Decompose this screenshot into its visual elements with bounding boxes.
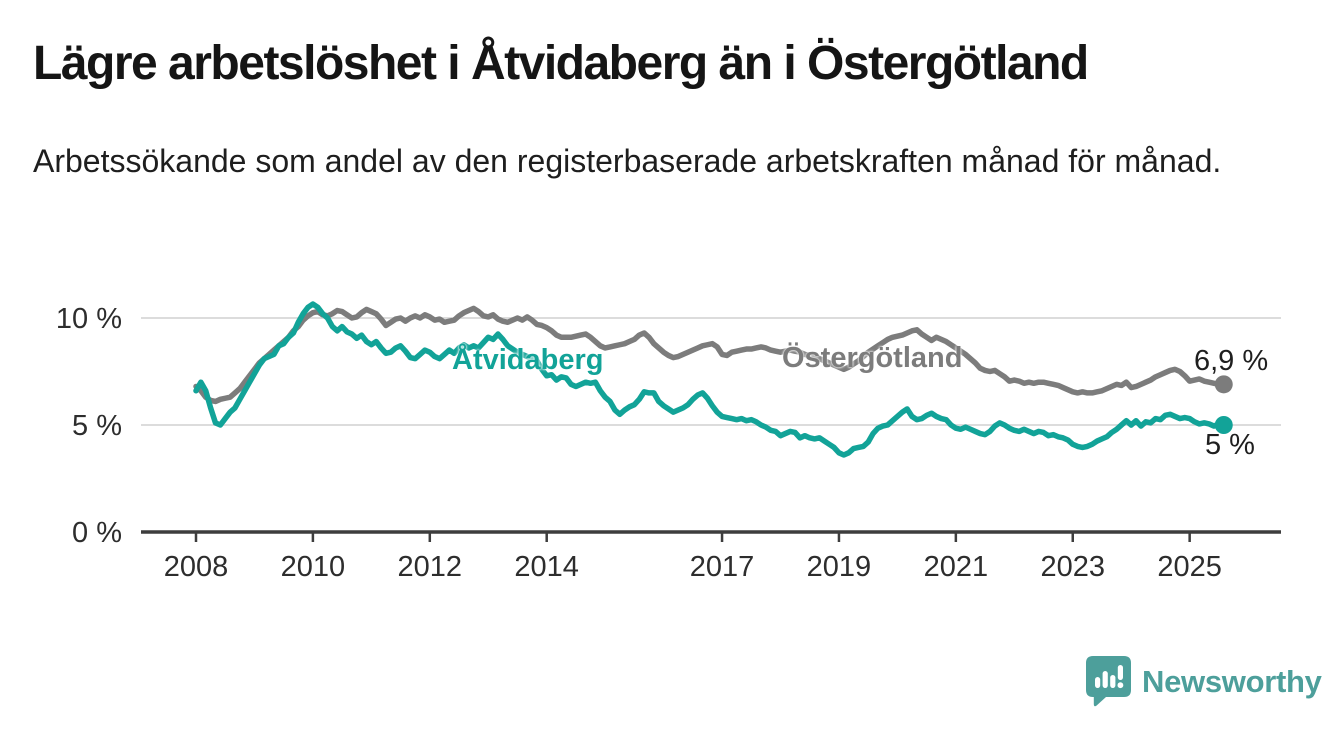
- y-tick-label: 10 %: [55, 303, 122, 335]
- page-title: Lägre arbetslöshet i Åtvidaberg än i Öst…: [33, 37, 1089, 90]
- end-value-label-ostergotland: 6,9 %: [1194, 345, 1269, 377]
- end-value-label-atvidaberg: 5 %: [1205, 429, 1255, 461]
- y-tick-label: 0 %: [72, 517, 122, 549]
- series-label-atvidaberg: Åtvidaberg: [452, 344, 604, 376]
- series-label-ostergotland: Östergötland: [782, 342, 963, 374]
- newsworthy-logo-text: Newsworthy: [1142, 663, 1322, 699]
- x-tick-label: 2012: [397, 551, 463, 583]
- x-tick-label: 2008: [163, 551, 229, 583]
- y-tick-label: 5 %: [72, 410, 122, 442]
- x-tick-label: 2010: [280, 551, 346, 583]
- x-tick-label: 2019: [806, 551, 872, 583]
- newsworthy-speech-bubble-bar-chart-icon: [1086, 656, 1131, 707]
- page-subtitle: Arbetssökande som andel av den registerb…: [33, 143, 1222, 179]
- x-tick-label: 2021: [923, 551, 989, 583]
- newsworthy-logo: Newsworthy: [1085, 656, 1322, 707]
- x-tick-label: 2023: [1040, 551, 1105, 583]
- x-tick-label: 2014: [514, 551, 579, 583]
- x-tick-label: 2025: [1157, 551, 1222, 583]
- x-tick-label: 2017: [689, 551, 755, 583]
